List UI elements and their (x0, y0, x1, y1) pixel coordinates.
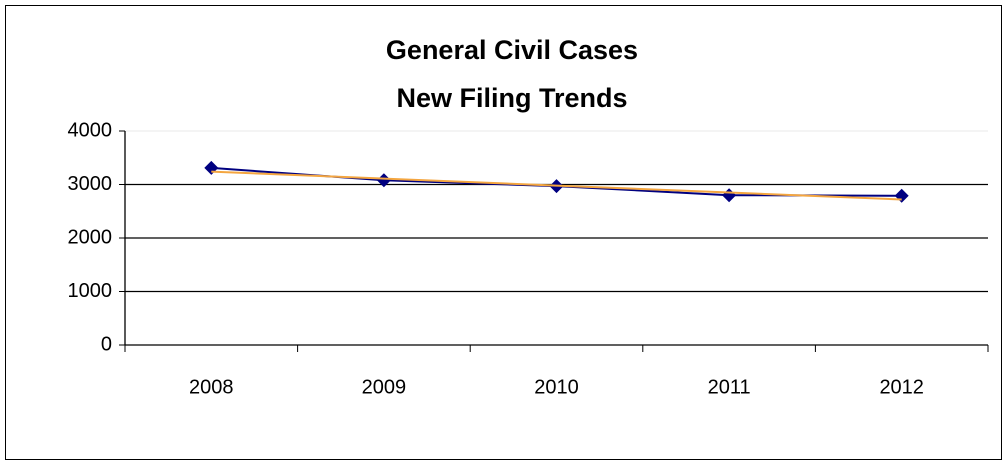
series-line (211, 170, 902, 201)
y-tick-label: 4000 (68, 119, 113, 141)
x-tick-label: 2008 (189, 376, 234, 398)
data-point (376, 173, 391, 188)
y-tick-label: 1000 (68, 280, 113, 302)
chart-subtitle: New Filing Trends (396, 83, 627, 113)
y-tick-label: 2000 (68, 226, 113, 248)
x-tick-label: 2009 (362, 376, 407, 398)
x-tick-label: 2011 (708, 376, 751, 398)
y-tick-label: 0 (101, 333, 112, 355)
chart-title: General Civil Cases (386, 35, 638, 65)
x-tick-label: 2012 (879, 376, 924, 398)
y-tick-label: 3000 (68, 173, 113, 195)
chart-border (5, 5, 1002, 460)
x-tick-label: 2010 (534, 376, 579, 398)
